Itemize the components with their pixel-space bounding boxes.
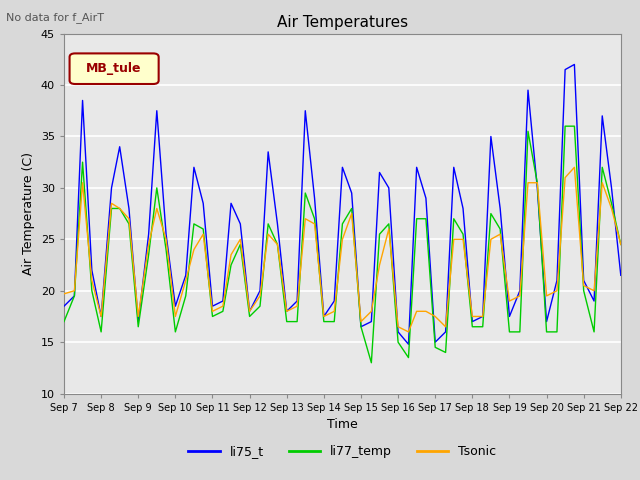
X-axis label: Time: Time [327, 418, 358, 431]
Title: Air Temperatures: Air Temperatures [277, 15, 408, 30]
FancyBboxPatch shape [70, 53, 159, 84]
Text: No data for f_AirT: No data for f_AirT [6, 12, 104, 23]
Legend: li75_t, li77_temp, Tsonic: li75_t, li77_temp, Tsonic [184, 440, 501, 463]
Text: MB_tule: MB_tule [86, 62, 142, 75]
Y-axis label: Air Temperature (C): Air Temperature (C) [22, 152, 35, 275]
